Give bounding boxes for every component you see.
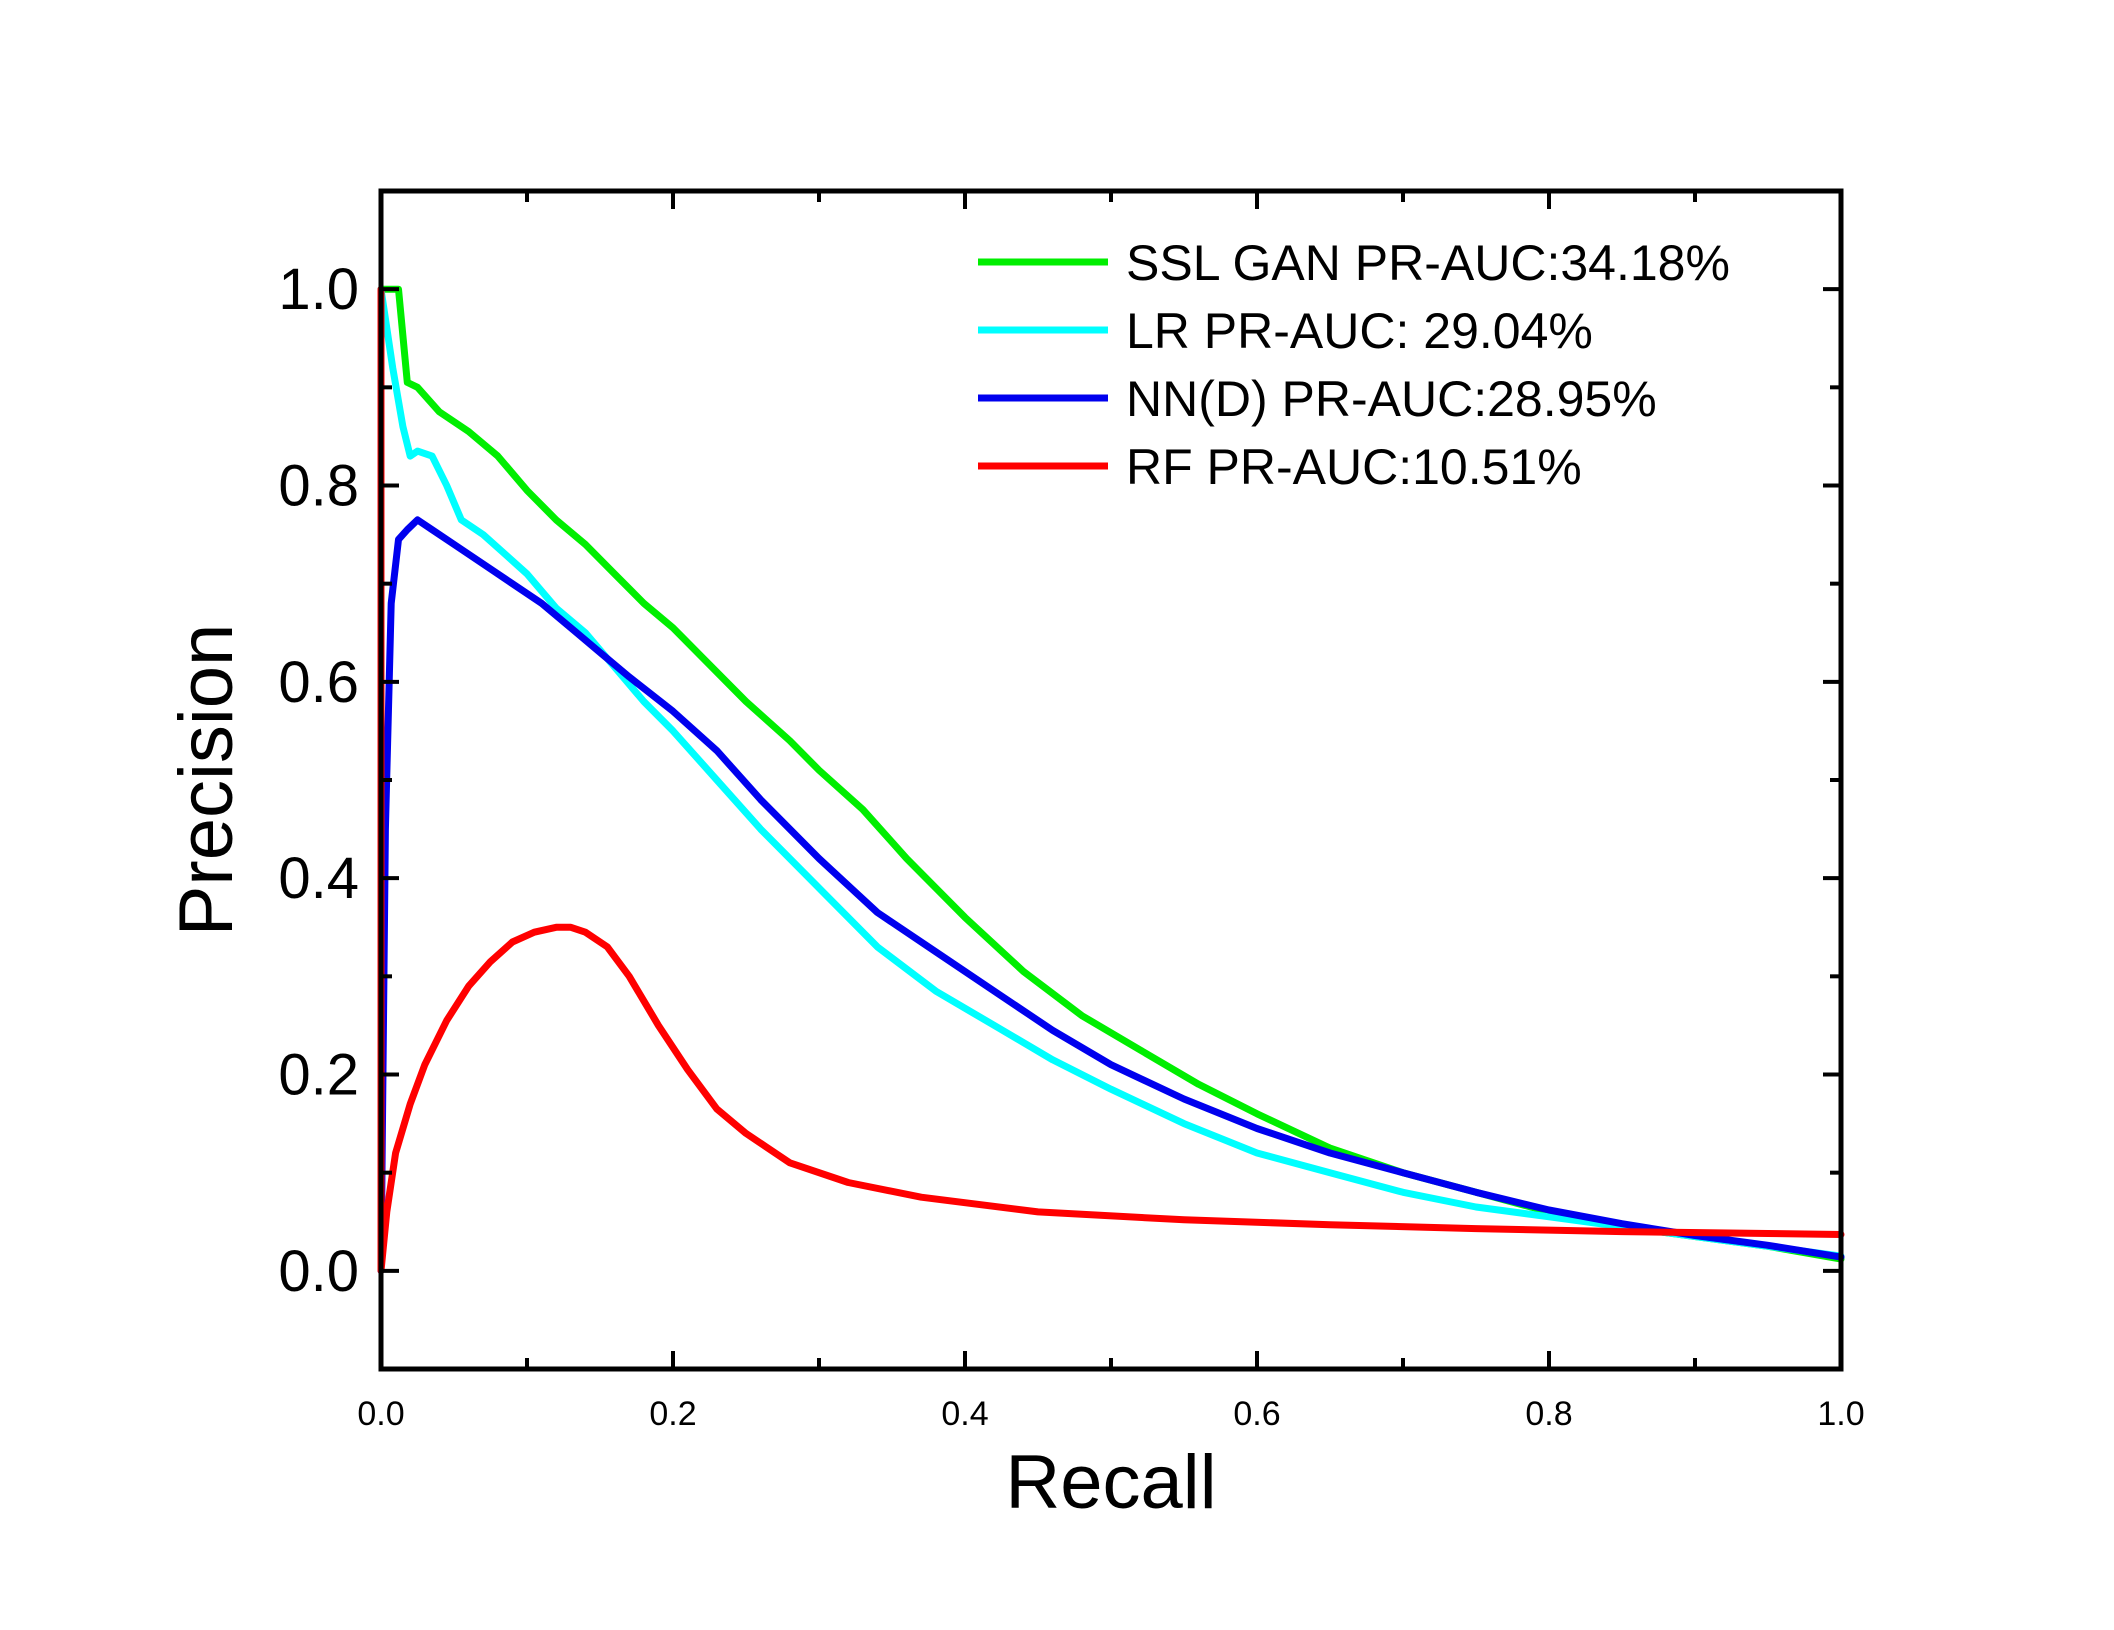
x-tick-label: 1.0 bbox=[1817, 1395, 1864, 1433]
legend-label: NN(D) PR-AUC:28.95% bbox=[1126, 371, 1657, 427]
series-line-1 bbox=[377, 285, 1845, 1263]
legend: SSL GAN PR-AUC:34.18% LR PR-AUC: 29.04% NN… bbox=[978, 235, 1730, 495]
ticks-layer: 0.0 0.2 0.4 0.6 0.8 1.0 0.0 0.2 0.4 0.6 0.8 1.0 bbox=[278, 189, 1865, 1433]
series-line-3 bbox=[377, 516, 1845, 1275]
series-layer bbox=[377, 285, 1845, 1275]
x-tick-label: 0.6 bbox=[1233, 1395, 1280, 1433]
x-tick-label: 0.2 bbox=[649, 1395, 696, 1433]
legend-label: RF PR-AUC:10.51% bbox=[1126, 439, 1582, 495]
x-tick-label: 0.8 bbox=[1525, 1395, 1572, 1433]
x-axis-title: Recall bbox=[1005, 1440, 1216, 1525]
x-tick-label: 0.0 bbox=[357, 1395, 404, 1433]
y-tick-label: 0.4 bbox=[278, 846, 359, 911]
series-line-4 bbox=[377, 285, 1845, 1275]
y-tick-label: 0.6 bbox=[278, 650, 359, 715]
y-tick-label: 1.0 bbox=[278, 257, 359, 322]
plot-frame bbox=[378, 188, 1844, 1372]
y-tick-label: 0.0 bbox=[278, 1239, 359, 1304]
series-line-2 bbox=[377, 285, 1845, 1260]
legend-label: SSL GAN PR-AUC:34.18% bbox=[1126, 235, 1730, 291]
y-tick-label: 0.2 bbox=[278, 1043, 359, 1108]
y-tick-label: 0.8 bbox=[278, 454, 359, 519]
x-tick-label: 0.4 bbox=[941, 1395, 988, 1433]
legend-label: LR PR-AUC: 29.04% bbox=[1126, 303, 1593, 359]
y-axis-title: Precision bbox=[164, 624, 249, 937]
